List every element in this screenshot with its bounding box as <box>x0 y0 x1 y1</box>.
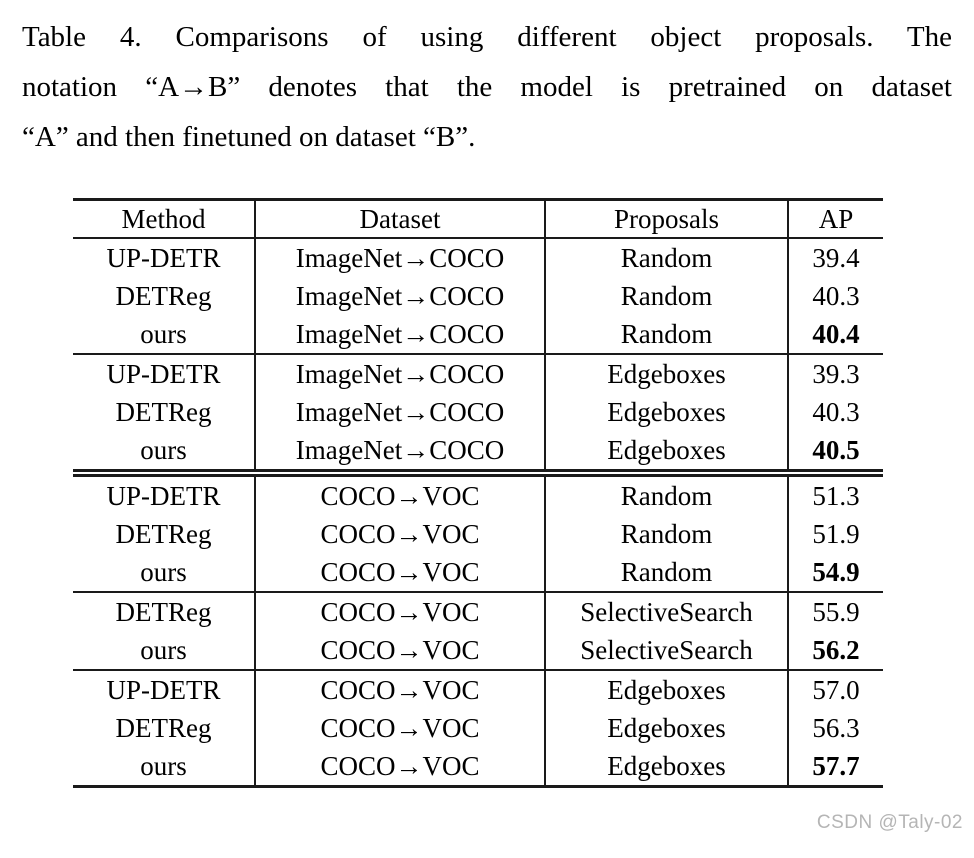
cell-dataset: COCO→VOC <box>254 631 545 670</box>
table-row: ours ImageNet→COCO Random 40.4 <box>73 315 883 354</box>
cell-proposals: Random <box>544 315 788 354</box>
cell-proposals: Random <box>544 553 788 592</box>
cell-proposals: SelectiveSearch <box>544 631 788 670</box>
table-row: ours COCO→VOC Edgeboxes 57.7 <box>73 747 883 787</box>
cell-proposals: Random <box>544 277 788 315</box>
cell-proposals: Edgeboxes <box>544 670 788 709</box>
table-caption: Table 4. Comparisons of using different … <box>22 12 952 162</box>
cell-ap: 56.3 <box>787 709 883 747</box>
cell-ap: 40.4 <box>787 315 883 354</box>
cell-method: DETReg <box>115 596 212 627</box>
cell-proposals: Edgeboxes <box>544 431 788 473</box>
cell-method: DETReg <box>115 518 212 549</box>
results-table: Method Dataset Proposals AP UP-DETR ImageNet… <box>73 198 883 788</box>
cell-proposals: Random <box>544 238 788 277</box>
table-row: UP-DETR COCO→VOC Edgeboxes 57.0 <box>73 670 883 709</box>
cell-ap: 40.3 <box>787 277 883 315</box>
table-row: DETReg COCO→VOC Edgeboxes 56.3 <box>73 709 883 747</box>
cell-method: ours <box>140 434 187 465</box>
cell-method: ours <box>140 634 187 665</box>
cell-dataset: ImageNet→COCO <box>254 354 545 393</box>
cell-proposals: Edgeboxes <box>544 354 788 393</box>
cell-dataset: ImageNet→COCO <box>254 431 545 473</box>
cell-dataset: COCO→VOC <box>254 709 545 747</box>
cell-proposals: Random <box>544 515 788 553</box>
cell-method: UP-DETR <box>106 674 221 705</box>
cell-proposals: Random <box>544 473 788 515</box>
cell-dataset: COCO→VOC <box>254 553 545 592</box>
cell-ap: 56.2 <box>787 631 883 670</box>
cell-ap: 54.9 <box>787 553 883 592</box>
column-header-method: Method <box>121 203 206 234</box>
table-row: DETReg ImageNet→COCO Edgeboxes 40.3 <box>73 393 883 431</box>
cell-dataset: ImageNet→COCO <box>254 393 545 431</box>
cell-proposals: SelectiveSearch <box>544 592 788 631</box>
table-row: ours COCO→VOC SelectiveSearch 56.2 <box>73 631 883 670</box>
cell-ap: 40.3 <box>787 393 883 431</box>
cell-method: ours <box>140 318 187 349</box>
cell-dataset: COCO→VOC <box>254 592 545 631</box>
cell-ap: 39.3 <box>787 354 883 393</box>
cell-method: UP-DETR <box>106 480 221 511</box>
column-header-dataset: Dataset <box>254 199 545 238</box>
cell-method: UP-DETR <box>106 358 221 389</box>
cell-method: ours <box>140 750 187 781</box>
cell-method: UP-DETR <box>106 242 221 273</box>
table-row: UP-DETR COCO→VOC Random 51.3 <box>73 473 883 515</box>
table-row: UP-DETR ImageNet→COCO Edgeboxes 39.3 <box>73 354 883 393</box>
cell-dataset: COCO→VOC <box>254 670 545 709</box>
table-row: DETReg COCO→VOC Random 51.9 <box>73 515 883 553</box>
cell-method: DETReg <box>115 712 212 743</box>
cell-method: ours <box>140 556 187 587</box>
cell-dataset: COCO→VOC <box>254 473 545 515</box>
cell-proposals: Edgeboxes <box>544 709 788 747</box>
table-row: DETReg ImageNet→COCO Random 40.3 <box>73 277 883 315</box>
cell-dataset: ImageNet→COCO <box>254 277 545 315</box>
cell-ap: 55.9 <box>787 592 883 631</box>
cell-ap: 40.5 <box>787 431 883 473</box>
column-header-proposals: Proposals <box>544 199 788 238</box>
cell-dataset: ImageNet→COCO <box>254 315 545 354</box>
cell-dataset: ImageNet→COCO <box>254 238 545 277</box>
cell-ap: 51.3 <box>787 473 883 515</box>
cell-method: DETReg <box>115 396 212 427</box>
cell-ap: 39.4 <box>787 238 883 277</box>
cell-proposals: Edgeboxes <box>544 747 788 787</box>
table-body: UP-DETR ImageNet→COCO Random 39.4 DETReg Imag… <box>73 238 883 787</box>
watermark: CSDN @Taly-02 <box>816 812 963 833</box>
cell-ap: 57.0 <box>787 670 883 709</box>
cell-method: DETReg <box>115 280 212 311</box>
table-row: ours ImageNet→COCO Edgeboxes 40.5 <box>73 431 883 473</box>
table-row: ours COCO→VOC Random 54.9 <box>73 553 883 592</box>
header-row: Method Dataset Proposals AP <box>73 199 883 238</box>
cell-dataset: COCO→VOC <box>254 747 545 787</box>
caption-line-1: Table 4. Comparisons of using different … <box>22 21 952 53</box>
table-row: UP-DETR ImageNet→COCO Random 39.4 <box>73 238 883 277</box>
cell-ap: 51.9 <box>787 515 883 553</box>
caption-line-2: notation “A→B” denotes that the model is… <box>22 71 952 103</box>
caption-line-3: “A” and then finetuned on dataset “B”. <box>22 121 476 153</box>
cell-dataset: COCO→VOC <box>254 515 545 553</box>
cell-ap: 57.7 <box>787 747 883 787</box>
table-row: DETReg COCO→VOC SelectiveSearch 55.9 <box>73 592 883 631</box>
cell-proposals: Edgeboxes <box>544 393 788 431</box>
column-header-ap: AP <box>787 199 883 238</box>
